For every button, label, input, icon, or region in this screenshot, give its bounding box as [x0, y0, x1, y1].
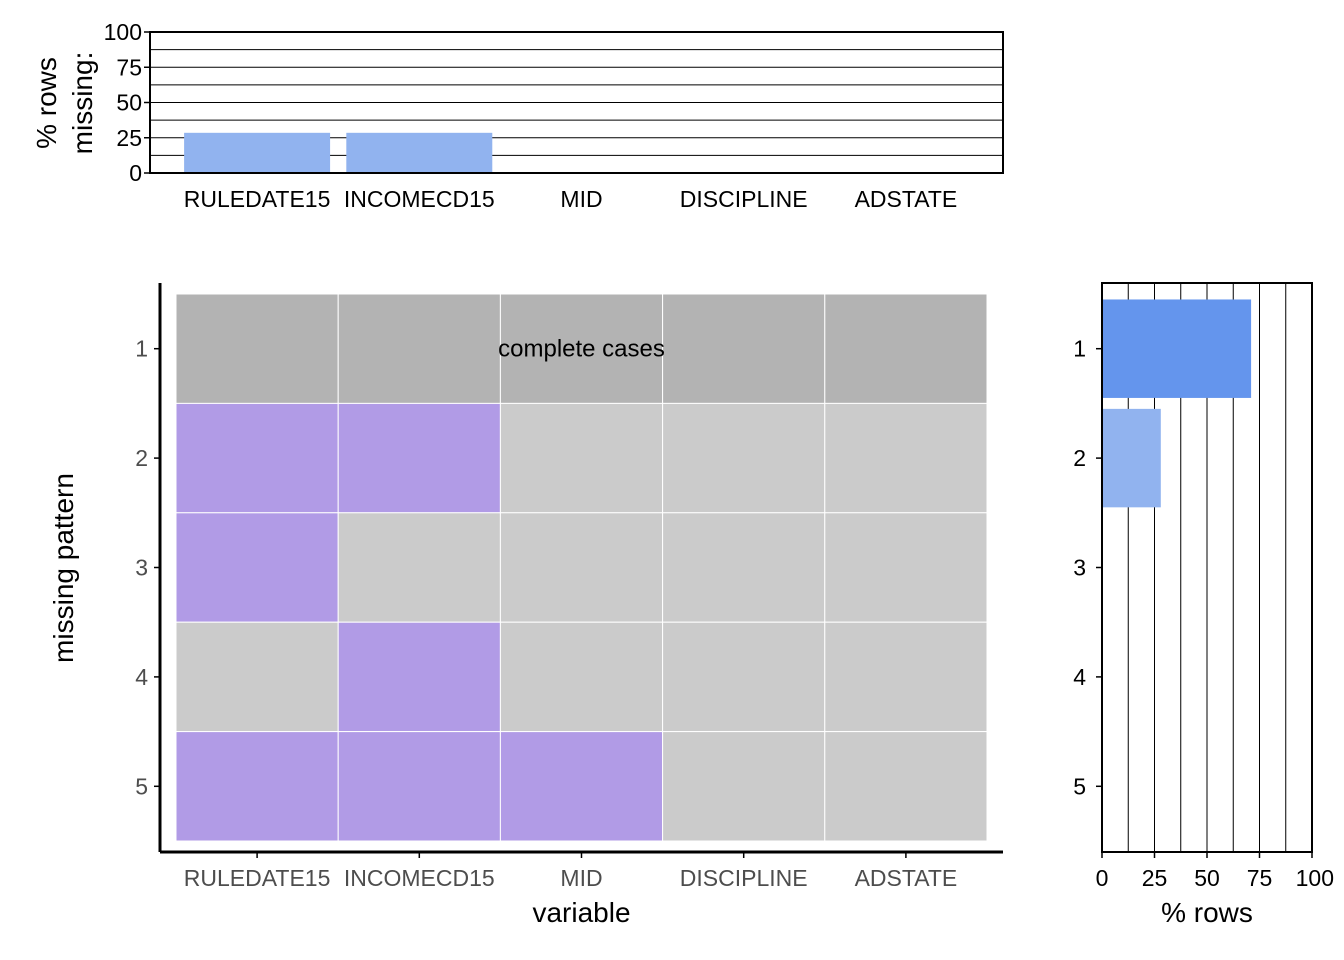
heatmap-cells [175, 293, 988, 842]
heatmap-cell-r4-adstate [824, 621, 988, 733]
top-xtick-label: INCOMECD15 [344, 186, 495, 212]
top-ytick-label: 100 [104, 19, 142, 45]
top-x-ticks: RULEDATE15 INCOMECD15 MID DISCIPLINE ADSTATE [184, 186, 957, 212]
heatmap-ytick-label: 5 [135, 773, 148, 799]
heatmap-cell-r1-discipline [662, 293, 826, 404]
top-missing-bar-panel: 0 25 50 75 100 RULEDATE15 INCOMECD15 MID DISCIP… [31, 19, 1004, 212]
heatmap-x-ticks: RULEDATE15 INCOMECD15 MID DISCIPLINE ADSTATE [184, 852, 957, 891]
top-bars [184, 132, 493, 173]
right-ytick-label: 5 [1073, 773, 1086, 799]
top-xtick-label: MID [560, 186, 602, 212]
complete-cases-label: complete cases [498, 336, 665, 363]
heatmap-cell-r1-incomecd15 [337, 293, 501, 404]
heatmap-cell-r2-ruledate15 [175, 402, 339, 514]
top-ytick-label: 25 [116, 125, 142, 151]
right-xtick-label: 50 [1194, 865, 1220, 891]
heatmap-cell-r3-discipline [662, 512, 826, 623]
heatmap-cell-r4-incomecd15 [337, 621, 501, 733]
heatmap-y-ticks: 1 2 3 4 5 [135, 336, 160, 799]
heatmap-cell-r5-mid [499, 731, 664, 842]
heatmap-cell-r4-discipline [662, 621, 826, 733]
right-xtick-label: 0 [1096, 865, 1109, 891]
top-bar-incomecd15 [346, 132, 493, 173]
heatmap-cell-r2-adstate [824, 402, 988, 514]
right-ytick-label: 4 [1073, 664, 1086, 690]
right-x-axis-title: % rows [1161, 897, 1253, 928]
heatmap-cell-r3-incomecd15 [337, 512, 501, 623]
top-ytick-label: 0 [129, 160, 142, 186]
heatmap-ytick-label: 3 [135, 555, 148, 581]
pattern-heatmap-panel: complete cases 1 2 3 4 5 RULEDATE15 INCOMECD1… [48, 283, 1003, 928]
heatmap-cell-r2-discipline [662, 402, 826, 514]
right-x-ticks: 0 25 50 75 100 [1096, 852, 1334, 891]
heatmap-xtick-label: RULEDATE15 [184, 865, 331, 891]
top-y-ticks: 0 25 50 75 100 [104, 19, 150, 186]
top-bar-ruledate15 [184, 132, 331, 173]
heatmap-cell-r5-discipline [662, 731, 826, 842]
right-xtick-label: 100 [1296, 865, 1334, 891]
top-xtick-label: RULEDATE15 [184, 186, 331, 212]
heatmap-cell-r5-ruledate15 [175, 731, 339, 842]
heatmap-xtick-label: MID [560, 865, 602, 891]
heatmap-cell-r4-ruledate15 [175, 621, 339, 733]
top-xtick-label: ADSTATE [855, 186, 958, 212]
heatmap-cell-r3-adstate [824, 512, 988, 623]
right-row-percent-panel: 1 2 3 4 5 0 25 50 75 100 % rows [1073, 282, 1334, 928]
right-bars [1102, 299, 1252, 836]
top-ytick-label: 50 [116, 90, 142, 116]
heatmap-cell-r1-adstate [824, 293, 988, 404]
right-y-ticks: 1 2 3 4 5 [1073, 336, 1102, 799]
heatmap-cell-r5-adstate [824, 731, 988, 842]
right-xtick-label: 25 [1142, 865, 1168, 891]
heatmap-ytick-label: 1 [135, 336, 148, 362]
right-xtick-label: 75 [1247, 865, 1273, 891]
right-bar-2 [1102, 408, 1161, 508]
top-ytick-label: 75 [116, 54, 142, 80]
right-bar-1 [1102, 299, 1252, 398]
right-ytick-label: 2 [1073, 445, 1086, 471]
heatmap-xtick-label: ADSTATE [855, 865, 958, 891]
top-y-axis-title-line-1: % rows [31, 57, 62, 149]
heatmap-ytick-label: 2 [135, 445, 148, 471]
heatmap-cell-r3-mid [499, 512, 664, 623]
top-y-axis-title-line-2: missing: [67, 52, 98, 155]
heatmap-cell-r3-ruledate15 [175, 512, 339, 623]
top-xtick-label: DISCIPLINE [680, 186, 808, 212]
heatmap-cell-r4-mid [499, 621, 664, 733]
heatmap-ytick-label: 4 [135, 664, 148, 690]
right-ytick-label: 3 [1073, 555, 1086, 581]
heatmap-x-axis-title: variable [532, 897, 630, 928]
heatmap-cell-r2-incomecd15 [337, 402, 501, 514]
heatmap-xtick-label: DISCIPLINE [680, 865, 808, 891]
heatmap-cell-r1-ruledate15 [175, 293, 339, 404]
heatmap-cell-r2-mid [499, 402, 664, 514]
heatmap-y-axis-title: missing pattern [48, 473, 79, 663]
heatmap-xtick-label: INCOMECD15 [344, 865, 495, 891]
heatmap-cell-r5-incomecd15 [337, 731, 501, 842]
right-ytick-label: 1 [1073, 336, 1086, 362]
